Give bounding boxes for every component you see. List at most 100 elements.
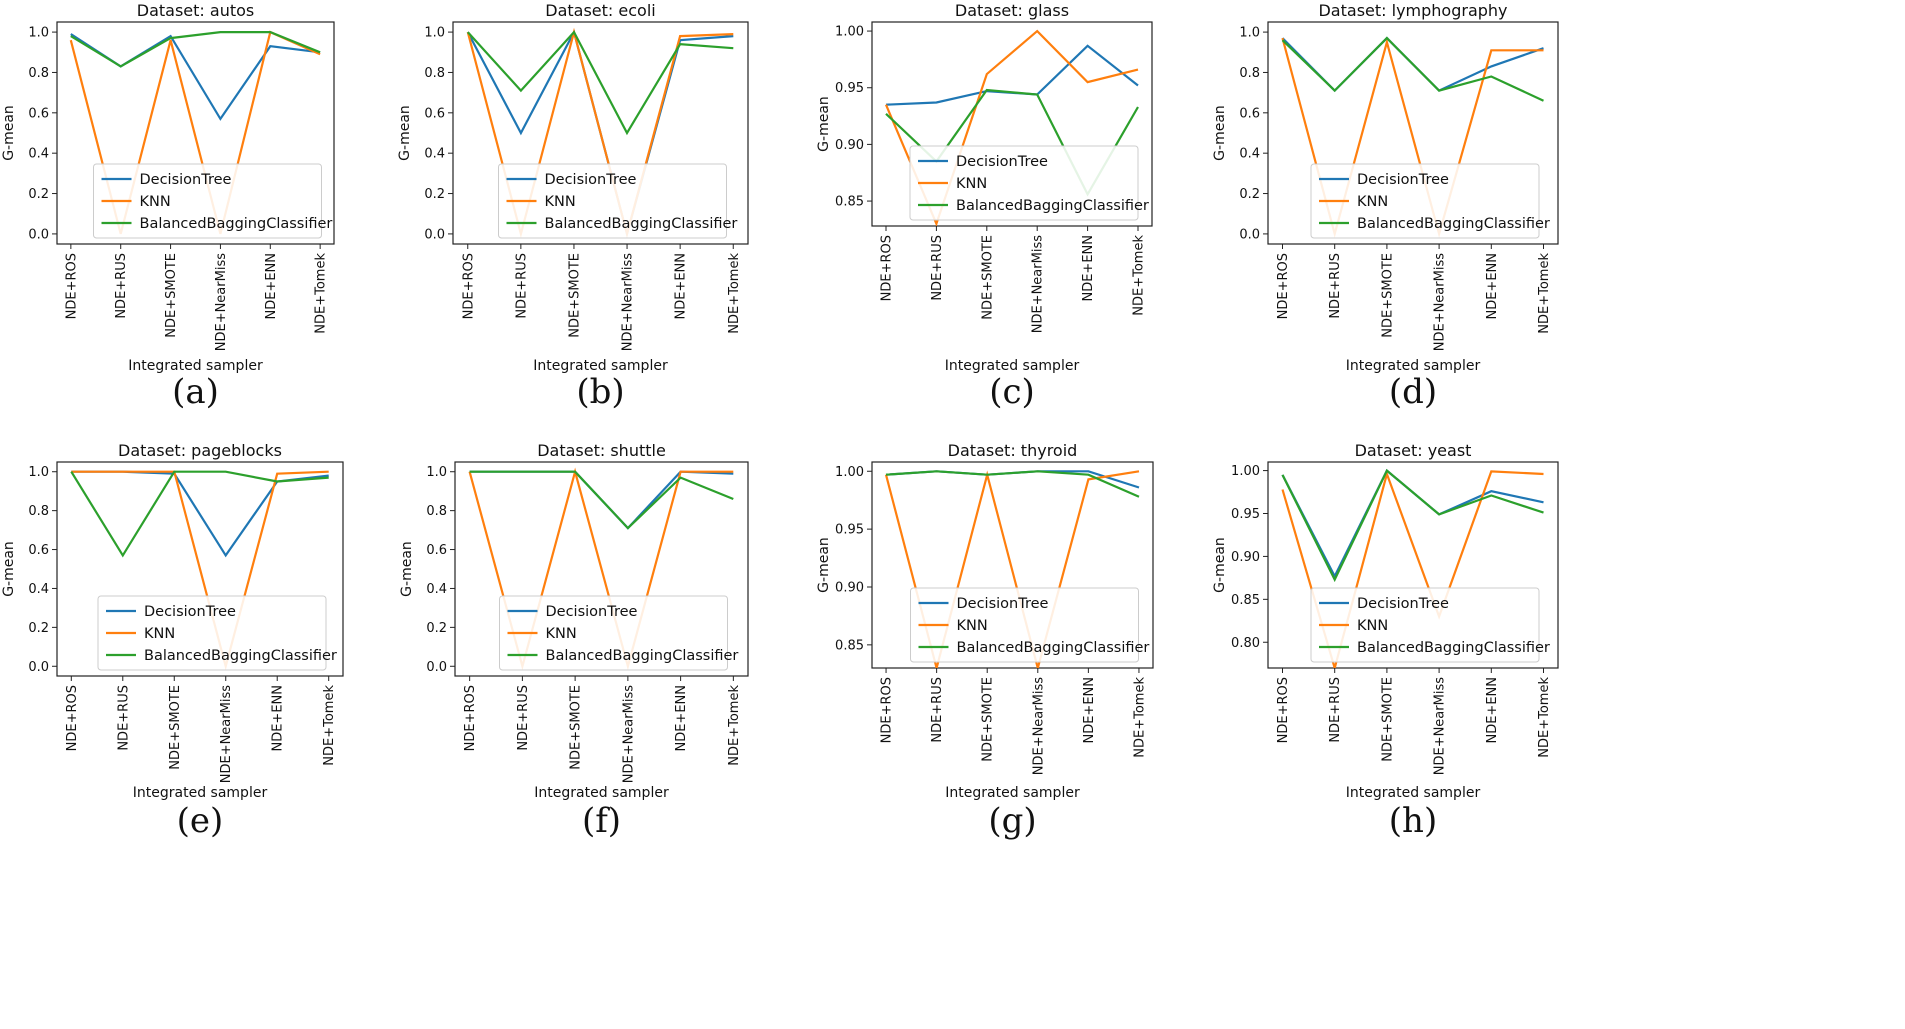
legend-label: BalancedBaggingClassifier — [144, 648, 337, 664]
y-tick-label: 0.8 — [426, 504, 447, 519]
x-tick-label: NDE+ROS — [880, 235, 895, 301]
y-tick-label: 0.95 — [1231, 507, 1260, 522]
legend-label: BalancedBaggingClassifier — [546, 648, 739, 664]
x-tick-label: NDE+ENN — [674, 253, 689, 320]
x-tick-label: NDE+ROS — [461, 253, 476, 319]
y-tick-label: 0.2 — [426, 621, 447, 636]
y-tick-label: 0.90 — [1231, 550, 1260, 565]
x-tick-label: NDE+RUS — [516, 685, 531, 751]
x-tick-label: NDE+ROS — [64, 253, 79, 319]
legend-box — [93, 163, 322, 239]
y-tick-label: 0.4 — [424, 147, 445, 162]
y-tick-label: 0.6 — [28, 106, 49, 121]
chart-title: Dataset: pageblocks — [118, 441, 282, 460]
y-tick-label: 1.0 — [426, 465, 447, 480]
y-tick-label: 0.2 — [1239, 187, 1260, 202]
chart-title: Dataset: thyroid — [948, 441, 1078, 460]
x-axis-label: Integrated sampler — [534, 785, 669, 801]
x-tick-label: NDE+RUS — [116, 685, 131, 751]
x-tick-label: NDE+SMOTE — [1380, 253, 1395, 338]
x-tick-label: NDE+NearMiss — [1433, 677, 1448, 775]
chart-title: Dataset: glass — [955, 1, 1069, 20]
legend-box — [909, 145, 1139, 221]
chart-title: Dataset: ecoli — [545, 1, 655, 20]
series-line-decisiontree — [70, 33, 321, 121]
panel-label: (e) — [177, 801, 224, 841]
x-tick-label: NDE+ROS — [1276, 677, 1291, 743]
legend-label: KNN — [545, 194, 576, 210]
y-tick-label: 0.6 — [426, 543, 447, 558]
y-tick-label: 0.8 — [424, 66, 445, 81]
plot-frame — [871, 461, 1154, 669]
x-axis-label: Integrated sampler — [533, 358, 668, 374]
x-tick-label: NDE+Tomek — [314, 253, 329, 334]
legend-box — [910, 587, 1139, 663]
series-line-decisiontree — [1281, 468, 1544, 579]
y-tick-label: 0.4 — [1239, 147, 1260, 162]
y-tick-label: 1.0 — [424, 26, 445, 41]
y-axis-label: G-mean — [399, 541, 415, 597]
panel-label: (d) — [1389, 372, 1437, 412]
legend-label: DecisionTree — [546, 604, 638, 620]
y-axis-label: G-mean — [397, 105, 413, 161]
series-line-decisiontree — [885, 44, 1139, 106]
x-tick-label: NDE+ENN — [674, 685, 689, 752]
legend-label: KNN — [957, 618, 988, 634]
chart-panel-4: Dataset: lymphography 0.0 0.2 0.4 0.6 0.8 1.0 G… — [1212, 1, 1559, 412]
x-axis-label: Integrated sampler — [945, 785, 1080, 801]
x-tick-label: NDE+SMOTE — [164, 253, 179, 338]
chart-title: Dataset: shuttle — [537, 441, 666, 460]
x-tick-label: NDE+NearMiss — [1031, 235, 1046, 333]
chart-panel-5: Dataset: pageblocks 0.0 0.2 0.4 0.6 0.8 1.0 G-m… — [1, 441, 344, 841]
legend-label: BalancedBaggingClassifier — [956, 198, 1149, 214]
panel-label: (b) — [576, 372, 624, 412]
panel-label: (g) — [988, 801, 1036, 841]
panel-label: (a) — [172, 372, 219, 412]
x-tick-label: NDE+Tomek — [727, 253, 742, 334]
x-tick-label: NDE+ROS — [463, 685, 478, 751]
y-tick-label: 0.0 — [424, 227, 445, 242]
x-tick-label: NDE+ENN — [1081, 235, 1096, 302]
x-axis-label: Integrated sampler — [1346, 358, 1481, 374]
x-tick-label: NDE+ROS — [1276, 253, 1291, 319]
legend-label: KNN — [144, 626, 175, 642]
series-line-balancedbaggingclassifier — [70, 470, 329, 558]
x-tick-label: NDE+NearMiss — [1433, 253, 1448, 351]
x-tick-label: NDE+Tomek — [727, 685, 742, 766]
x-axis-label: Integrated sampler — [128, 358, 263, 374]
x-tick-label: NDE+Tomek — [1537, 253, 1552, 334]
x-tick-label: NDE+RUS — [1328, 253, 1343, 319]
legend-box — [1310, 163, 1540, 239]
legend-label: DecisionTree — [144, 604, 236, 620]
y-tick-label: 0.95 — [835, 81, 864, 96]
x-tick-label: NDE+NearMiss — [1031, 677, 1046, 775]
chart-title: Dataset: yeast — [1355, 441, 1472, 460]
chart-panel-3: Dataset: glass 0.85 0.90 0.95 1.00 G-mean NDE+… — [816, 1, 1153, 412]
legend-label: KNN — [1357, 618, 1388, 634]
panel-label: (h) — [1389, 801, 1437, 841]
y-tick-label: 0.0 — [1239, 227, 1260, 242]
legend-label: DecisionTree — [956, 154, 1048, 170]
y-tick-label: 0.6 — [28, 543, 49, 558]
y-tick-label: 0.4 — [426, 582, 447, 597]
x-tick-label: NDE+RUS — [930, 235, 945, 301]
x-axis-label: Integrated sampler — [945, 358, 1080, 374]
legend-label: BalancedBaggingClassifier — [957, 640, 1150, 656]
y-tick-label: 1.0 — [28, 465, 49, 480]
x-axis-label: Integrated sampler — [1346, 785, 1481, 801]
plot-frame — [871, 21, 1153, 227]
plot-frame — [454, 461, 749, 677]
x-tick-label: NDE+ENN — [1485, 677, 1500, 744]
series-line-knn — [71, 470, 329, 671]
x-tick-label: NDE+SMOTE — [980, 235, 995, 320]
y-tick-label: 0.8 — [28, 504, 49, 519]
y-tick-label: 0.2 — [28, 187, 49, 202]
x-tick-label: NDE+Tomek — [322, 685, 337, 766]
legend-box — [499, 595, 728, 671]
x-tick-label: NDE+NearMiss — [621, 685, 636, 783]
x-tick-label: NDE+SMOTE — [981, 677, 996, 762]
plot-frame — [56, 461, 344, 677]
legend-label: KNN — [140, 194, 171, 210]
chart-title: Dataset: autos — [137, 1, 254, 20]
